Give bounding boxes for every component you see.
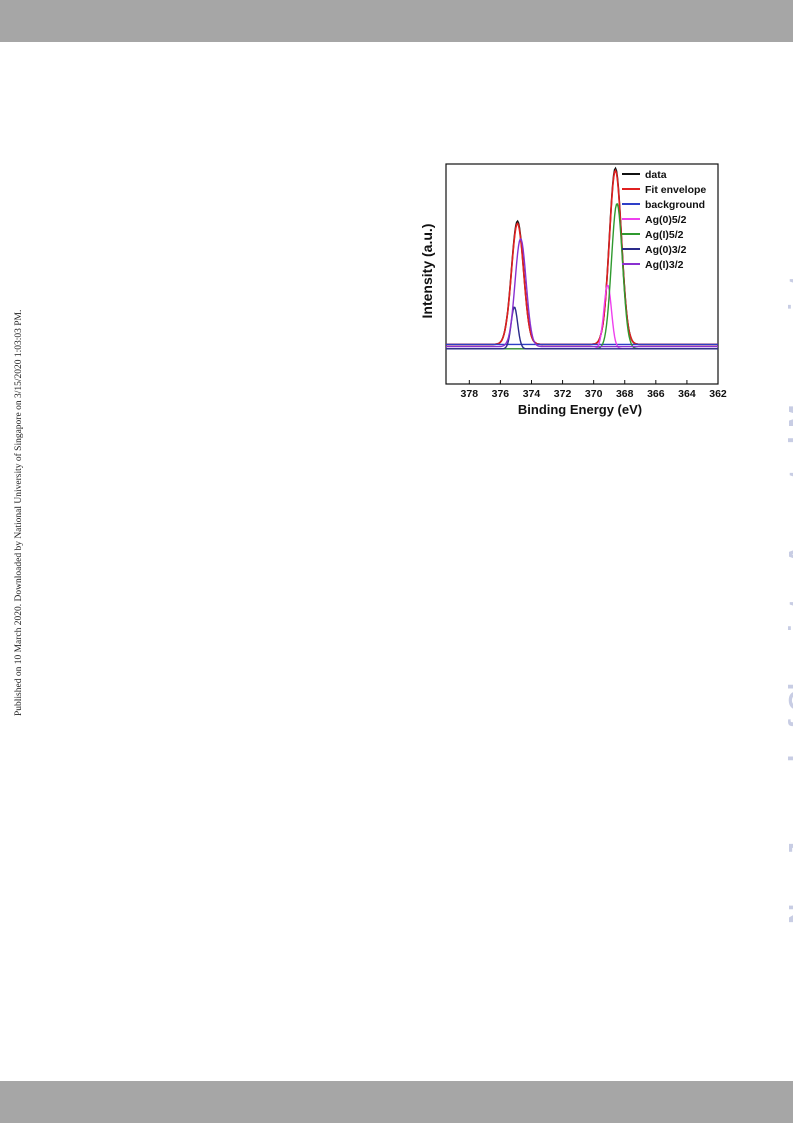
y-axis-label: Intensity (a.u.) — [419, 224, 435, 319]
legend-label: background — [645, 199, 705, 211]
series-line-3 — [446, 283, 718, 350]
series-line-1 — [446, 168, 718, 346]
x-tick-label: 374 — [523, 388, 541, 400]
x-tick-label: 370 — [585, 388, 603, 400]
series-line-5 — [446, 306, 718, 350]
plot-frame — [445, 163, 719, 385]
x-tick-label: 368 — [616, 388, 634, 400]
plot-area: 378 376 374 372 370 368 366 364 362 data Fit envel… — [445, 163, 727, 400]
x-axis-label: Binding Energy (eV) — [518, 402, 642, 417]
x-tick-label: 378 — [461, 388, 479, 400]
legend-label: Ag(0)3/2 — [645, 244, 687, 256]
x-tick-label: 362 — [709, 388, 727, 400]
journal-watermark: New Journal of Chemistry Accepted Manusc… — [783, 275, 793, 924]
legend-label: Ag(I)3/2 — [645, 259, 684, 271]
bottom-banner — [0, 1081, 793, 1123]
x-tick-label: 366 — [647, 388, 665, 400]
published-note: Published on 10 March 2020. Downloaded b… — [14, 309, 24, 716]
xps-chart: 378 376 374 372 370 368 366 364 362 data Fit envel… — [419, 163, 727, 417]
legend-label: Fit envelope — [645, 184, 706, 196]
legend-label: Ag(I)5/2 — [645, 229, 684, 241]
legend-label: data — [645, 169, 667, 181]
legend-label: Ag(0)5/2 — [645, 214, 687, 226]
x-tick-label: 372 — [554, 388, 572, 400]
x-tick-label: 364 — [678, 388, 696, 400]
x-tick-label: 376 — [492, 388, 510, 400]
series-line-6 — [446, 237, 718, 348]
top-banner — [0, 0, 793, 42]
